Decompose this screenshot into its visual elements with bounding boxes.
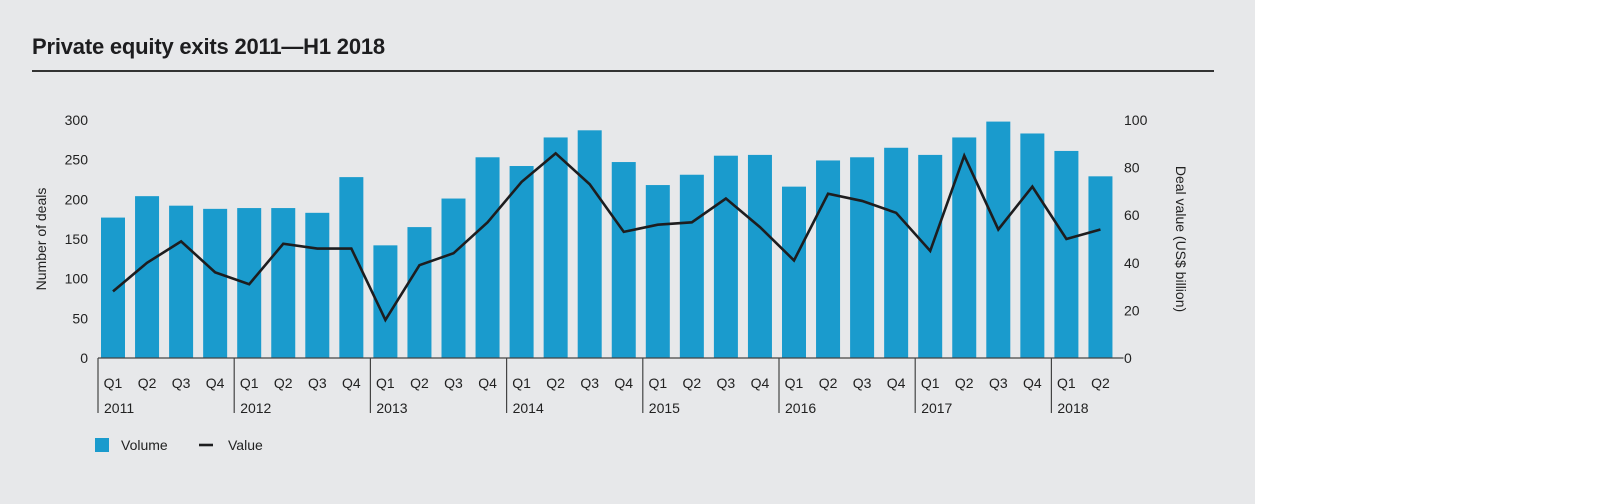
quarter-label: Q1 bbox=[785, 375, 804, 391]
volume-bar bbox=[509, 166, 534, 358]
legend-volume-swatch bbox=[95, 438, 109, 452]
quarter-label: Q2 bbox=[274, 375, 293, 391]
volume-bar bbox=[713, 155, 738, 358]
left-tick-label: 50 bbox=[72, 310, 88, 326]
volume-bar bbox=[952, 137, 977, 358]
volume-bar bbox=[986, 121, 1011, 358]
volume-bar bbox=[271, 208, 296, 358]
volume-bar bbox=[441, 198, 466, 358]
volume-bar bbox=[1088, 176, 1113, 358]
quarter-label: Q2 bbox=[546, 375, 565, 391]
volume-bar bbox=[782, 186, 806, 358]
quarter-label: Q1 bbox=[512, 375, 531, 391]
quarter-label: Q3 bbox=[580, 375, 599, 391]
year-label: 2011 bbox=[104, 400, 134, 416]
left-tick-label: 100 bbox=[65, 271, 89, 287]
quarter-label: Q4 bbox=[887, 375, 906, 391]
quarter-label: Q3 bbox=[717, 375, 736, 391]
right-tick-label: 20 bbox=[1124, 302, 1140, 318]
volume-bar bbox=[1054, 150, 1079, 358]
right-tick-label: 100 bbox=[1124, 112, 1148, 128]
quarter-label: Q4 bbox=[751, 375, 770, 391]
left-tick-label: 250 bbox=[65, 152, 89, 168]
quarter-label: Q4 bbox=[342, 375, 361, 391]
quarter-label: Q1 bbox=[240, 375, 259, 391]
left-tick-label: 200 bbox=[65, 191, 89, 207]
quarter-label: Q1 bbox=[104, 375, 123, 391]
left-tick-label: 0 bbox=[80, 350, 88, 366]
volume-bar bbox=[1020, 133, 1045, 358]
volume-bar bbox=[203, 208, 228, 358]
right-tick-label: 80 bbox=[1124, 160, 1140, 176]
quarter-label: Q1 bbox=[376, 375, 395, 391]
volume-bar bbox=[816, 160, 841, 358]
quarter-label: Q2 bbox=[955, 375, 974, 391]
year-label: 2013 bbox=[376, 400, 407, 416]
volume-bar bbox=[101, 217, 125, 358]
quarter-label: Q3 bbox=[444, 375, 463, 391]
year-label: 2012 bbox=[240, 400, 271, 416]
volume-bar bbox=[305, 212, 330, 358]
quarter-label: Q2 bbox=[683, 375, 702, 391]
quarter-label: Q2 bbox=[138, 375, 157, 391]
quarter-label: Q2 bbox=[819, 375, 838, 391]
quarter-label: Q4 bbox=[614, 375, 633, 391]
year-label: 2017 bbox=[921, 400, 952, 416]
volume-bar bbox=[577, 130, 602, 358]
volume-bar bbox=[850, 157, 875, 358]
quarter-label: Q4 bbox=[1023, 375, 1042, 391]
year-label: 2015 bbox=[649, 400, 680, 416]
right-tick-label: 40 bbox=[1124, 255, 1140, 271]
quarter-label: Q4 bbox=[478, 375, 497, 391]
right-tick-label: 0 bbox=[1124, 350, 1132, 366]
volume-bar bbox=[475, 157, 500, 358]
volume-bar bbox=[611, 162, 636, 358]
volume-bar bbox=[918, 154, 943, 358]
quarter-label: Q1 bbox=[921, 375, 940, 391]
value-line bbox=[112, 151, 1101, 323]
volume-bar bbox=[407, 227, 432, 358]
quarter-label: Q3 bbox=[172, 375, 191, 391]
left-tick-label: 150 bbox=[65, 231, 89, 247]
quarter-label: Q3 bbox=[989, 375, 1008, 391]
quarter-label: Q3 bbox=[308, 375, 327, 391]
year-label: 2016 bbox=[785, 400, 816, 416]
quarter-label: Q1 bbox=[1057, 375, 1076, 391]
volume-bar bbox=[884, 147, 909, 358]
chart-title: Private equity exits 2011—H1 2018 bbox=[32, 34, 385, 59]
year-label: 2014 bbox=[513, 400, 544, 416]
legend-volume-label: Volume bbox=[121, 437, 168, 453]
quarter-label: Q1 bbox=[648, 375, 667, 391]
legend-value-label: Value bbox=[228, 437, 263, 453]
volume-bar bbox=[747, 154, 772, 358]
right-tick-label: 60 bbox=[1124, 207, 1140, 223]
quarter-label: Q3 bbox=[853, 375, 872, 391]
left-tick-label: 300 bbox=[65, 112, 89, 128]
quarter-label: Q4 bbox=[206, 375, 225, 391]
volume-bar bbox=[679, 174, 704, 358]
quarter-label: Q2 bbox=[410, 375, 429, 391]
y-axis-title: Number of deals bbox=[33, 188, 49, 291]
volume-bar bbox=[169, 205, 194, 358]
volume-bar bbox=[135, 196, 160, 358]
volume-bar bbox=[645, 185, 670, 358]
title-divider bbox=[32, 70, 1214, 72]
quarter-label: Q2 bbox=[1091, 375, 1110, 391]
volume-bar bbox=[543, 137, 568, 358]
year-label: 2018 bbox=[1057, 400, 1088, 416]
y2-axis-title: Deal value (US$ billion) bbox=[1173, 166, 1189, 312]
